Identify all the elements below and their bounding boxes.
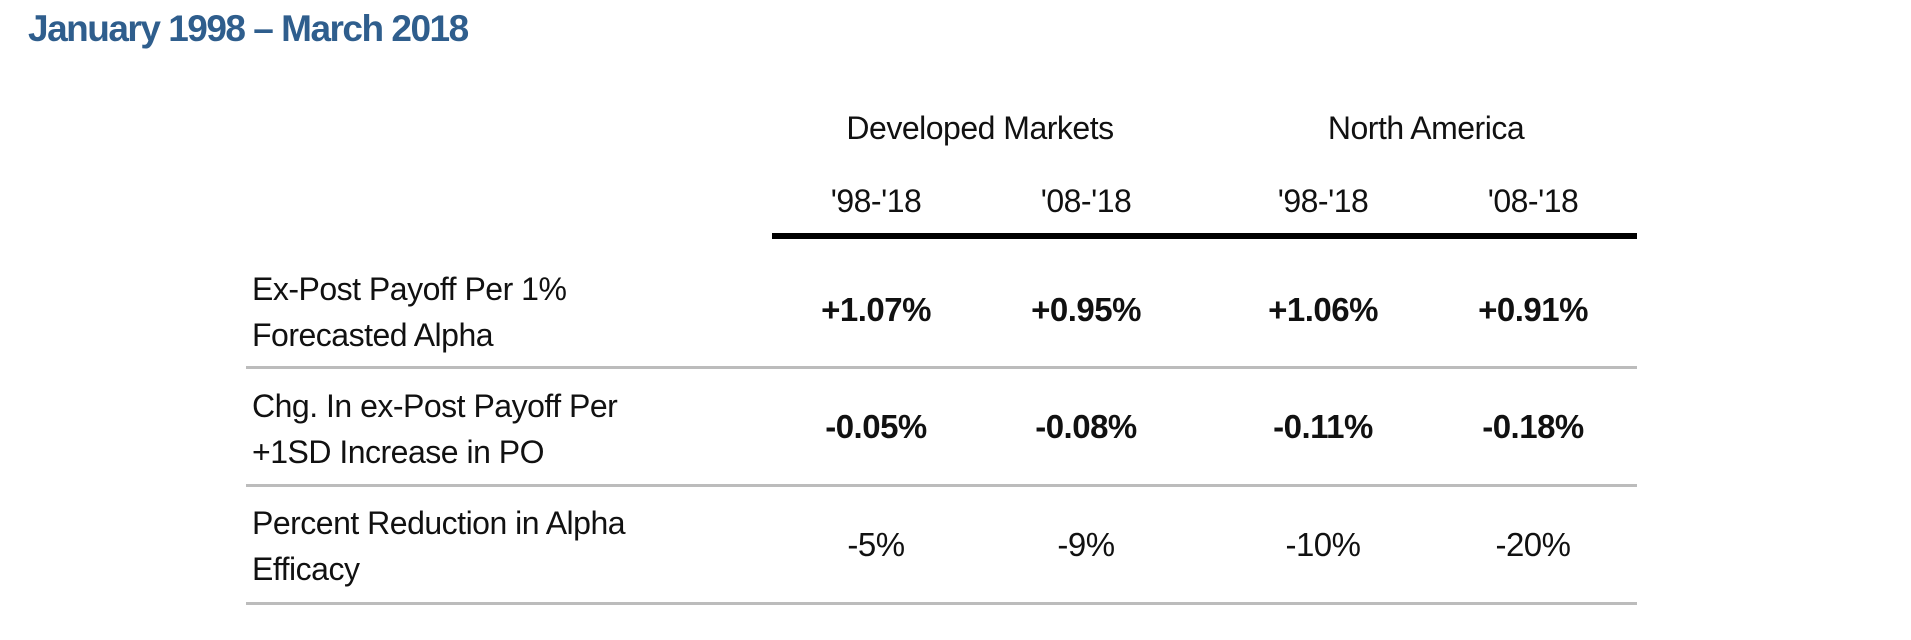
- row-label-line: Efficacy: [252, 551, 360, 587]
- table-cell: -0.08%: [1035, 408, 1137, 445]
- row-label-ex-post-payoff: Ex-Post Payoff Per 1% Forecasted Alpha: [252, 266, 692, 358]
- column-header-na-08-18: '08-'18: [1487, 183, 1579, 219]
- table-cell: -0.05%: [825, 408, 927, 445]
- row-label-line: +1SD Increase in PO: [252, 434, 544, 470]
- row-label-line: Forecasted Alpha: [252, 317, 494, 353]
- table-cell: -5%: [847, 526, 905, 563]
- header-rule: [772, 233, 1637, 239]
- row-label-line: Ex-Post Payoff Per 1%: [252, 271, 567, 307]
- row-label-line: Percent Reduction in Alpha: [252, 505, 626, 541]
- row-divider: [246, 366, 1637, 369]
- table-cell: -0.18%: [1482, 408, 1584, 445]
- table-cell: -10%: [1285, 526, 1361, 563]
- table-cell: +0.95%: [1031, 291, 1141, 328]
- table-cell: +1.06%: [1268, 291, 1378, 328]
- group-header-north-america: North America: [1327, 110, 1525, 146]
- page-title: January 1998 – March 2018: [28, 8, 469, 49]
- row-divider: [246, 602, 1637, 605]
- row-label-percent-reduction: Percent Reduction in Alpha Efficacy: [252, 500, 692, 592]
- column-header-dm-98-18: '98-'18: [830, 183, 922, 219]
- column-header-na-98-18: '98-'18: [1277, 183, 1369, 219]
- group-header-developed-markets: Developed Markets: [846, 110, 1114, 146]
- table-cell: +1.07%: [821, 291, 931, 328]
- table-cell: -20%: [1495, 526, 1571, 563]
- row-label-line: Chg. In ex-Post Payoff Per: [252, 388, 618, 424]
- table-cell: +0.91%: [1478, 291, 1588, 328]
- row-divider: [246, 484, 1637, 487]
- table-cell: -0.11%: [1273, 408, 1373, 445]
- table-cell: -9%: [1057, 526, 1115, 563]
- row-label-chg-payoff: Chg. In ex-Post Payoff Per +1SD Increase…: [252, 383, 692, 475]
- column-header-dm-08-18: '08-'18: [1040, 183, 1132, 219]
